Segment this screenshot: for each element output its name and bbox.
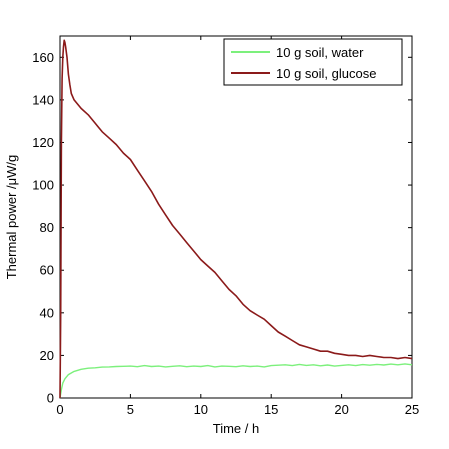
y-tick-label: 60: [40, 263, 54, 278]
series-line-glucose: [59, 39, 413, 399]
x-tick-label: 5: [127, 402, 134, 417]
plot-frame: [59, 35, 413, 399]
legend-label-water: 10 g soil, water: [276, 45, 364, 60]
y-tick-label: 0: [47, 391, 54, 406]
series-layer: [59, 39, 413, 399]
series-line-water: [59, 363, 413, 399]
x-axis-label: Time / h: [213, 421, 259, 436]
y-tick-label: 120: [32, 135, 54, 150]
x-tick-label: 15: [264, 402, 278, 417]
legend-box: [223, 38, 403, 86]
y-tick-label: 80: [40, 220, 54, 235]
y-axis-label: Thermal power /μW/g: [4, 155, 19, 280]
x-tick-label: 10: [194, 402, 208, 417]
y-tick-label: 20: [40, 348, 54, 363]
axis-ticks: 0 5 10 15 20 25 0 20 40 60 80 100 120 140 160: [32, 36, 419, 417]
legend: 10 g soil, water 10 g soil, glucose: [223, 38, 403, 86]
x-tick-label: 25: [405, 402, 419, 417]
y-tick-label: 140: [32, 92, 54, 107]
x-tick-label: 20: [334, 402, 348, 417]
y-tick-label: 100: [32, 178, 54, 193]
legend-label-glucose: 10 g soil, glucose: [276, 66, 376, 81]
y-tick-label: 40: [40, 305, 54, 320]
x-tick-label: 0: [56, 402, 63, 417]
y-tick-label: 160: [32, 50, 54, 65]
